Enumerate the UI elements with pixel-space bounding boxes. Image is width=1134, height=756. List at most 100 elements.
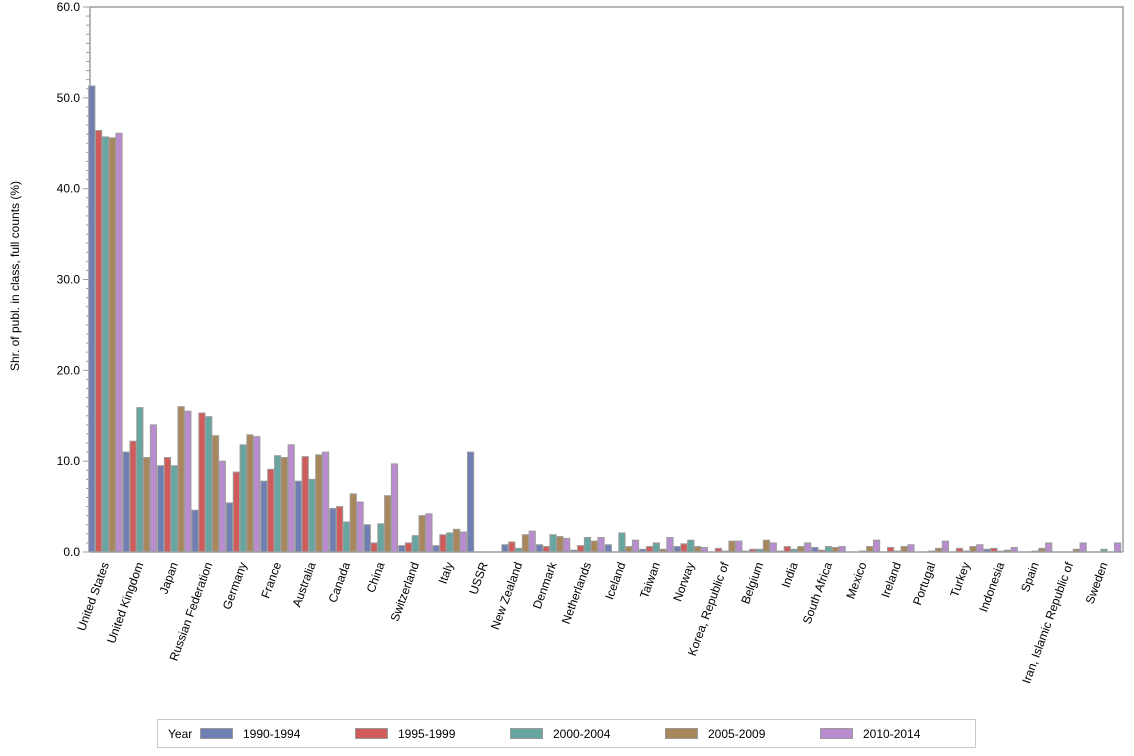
bar: [563, 537, 571, 553]
bar-group: [859, 539, 881, 553]
bar: [556, 536, 564, 553]
bar-group: [742, 539, 777, 553]
bar: [976, 544, 984, 553]
bar: [267, 468, 275, 553]
bar-group: [604, 532, 640, 553]
bar-group: [363, 463, 399, 553]
bar: [163, 457, 172, 553]
bar: [184, 410, 192, 553]
x-tick-label: Switzerland: [388, 560, 422, 623]
bar: [687, 539, 695, 553]
bar: [294, 480, 303, 553]
x-tick-label: United Kingdom: [104, 560, 146, 645]
bar: [143, 457, 151, 553]
bar: [329, 507, 337, 553]
bar: [824, 546, 833, 553]
bar: [459, 531, 467, 553]
bar: [315, 454, 323, 553]
bar-group: [928, 540, 950, 553]
bar: [253, 436, 261, 553]
legend-label: 2000-2004: [553, 726, 611, 741]
bar: [301, 456, 309, 553]
bar: [508, 541, 516, 553]
bar: [680, 543, 688, 553]
bar: [205, 416, 213, 553]
bar: [322, 451, 330, 553]
x-tick-label: Ireland: [878, 560, 904, 599]
bar: [363, 524, 371, 553]
bar-group: [398, 513, 433, 553]
bar: [583, 536, 592, 553]
bar: [198, 412, 206, 553]
x-tick-label: Canada: [326, 560, 354, 605]
bar: [384, 495, 392, 553]
legend-label: 2010-2014: [863, 726, 921, 741]
bar: [108, 137, 116, 553]
bar: [260, 480, 268, 553]
x-tick-label: Belgium: [738, 560, 766, 606]
bar-group: [811, 546, 846, 553]
bar: [232, 471, 240, 553]
bar: [342, 521, 351, 553]
x-tick-label: Australia: [290, 560, 319, 609]
bar: [122, 451, 130, 553]
bar-group: [776, 542, 812, 553]
bar: [191, 509, 199, 553]
legend-item-2005-2009: 2005-2009: [665, 727, 820, 741]
bar: [439, 534, 447, 553]
bar: [418, 515, 426, 553]
bar: [769, 542, 777, 553]
x-tick-label: India: [779, 560, 801, 590]
bar: [211, 435, 220, 553]
bar: [604, 544, 612, 553]
x-tick-label: Spain: [1018, 560, 1042, 594]
bar: [941, 540, 950, 553]
bar-group: [88, 85, 123, 553]
bar-group: [1031, 542, 1053, 553]
bar: [618, 532, 626, 553]
bar: [631, 539, 640, 553]
bar: [783, 546, 791, 553]
bar-group: [639, 536, 674, 553]
x-tick-label: Portugal: [910, 560, 938, 607]
bar: [501, 544, 509, 553]
bar: [398, 545, 406, 553]
bar-group: [225, 434, 261, 553]
bar: [280, 457, 288, 553]
bar: [673, 546, 681, 553]
x-tick-label: United States: [74, 560, 112, 632]
x-tick-label: China: [364, 560, 388, 595]
legend-swatch: [510, 728, 543, 739]
bar: [239, 444, 247, 553]
bar: [590, 540, 598, 553]
y-tick-label: 60.0: [57, 0, 81, 14]
legend-label: 2005-2009: [708, 726, 766, 741]
x-tick-label: Denmark: [530, 559, 560, 610]
bar-group: [260, 444, 295, 553]
bar: [872, 539, 881, 553]
bar: [170, 465, 178, 553]
legend-item-2010-2014: 2010-2014: [820, 727, 975, 741]
bar: [625, 546, 633, 553]
bar: [225, 502, 234, 553]
legend-swatch: [820, 728, 853, 739]
x-tick-label: Indonesia: [976, 560, 1007, 614]
bar: [129, 440, 137, 553]
bar: [466, 451, 475, 553]
x-tick-label: New Zealand: [488, 560, 525, 631]
bar: [425, 513, 433, 553]
bar: [900, 546, 908, 553]
x-tick-label: France: [258, 560, 284, 600]
bar: [287, 444, 295, 553]
bar: [645, 546, 654, 553]
bar: [666, 536, 674, 553]
bar: [95, 130, 103, 553]
bar: [157, 465, 165, 553]
legend-title: Year: [168, 726, 193, 741]
bar-group: [1100, 542, 1122, 553]
legend: Year 1990-1994 1995-1999 2000-2004 2005-…: [157, 719, 976, 748]
bar: [969, 546, 977, 553]
bar-group: [432, 528, 467, 553]
legend-label: 1990-1994: [243, 726, 301, 741]
